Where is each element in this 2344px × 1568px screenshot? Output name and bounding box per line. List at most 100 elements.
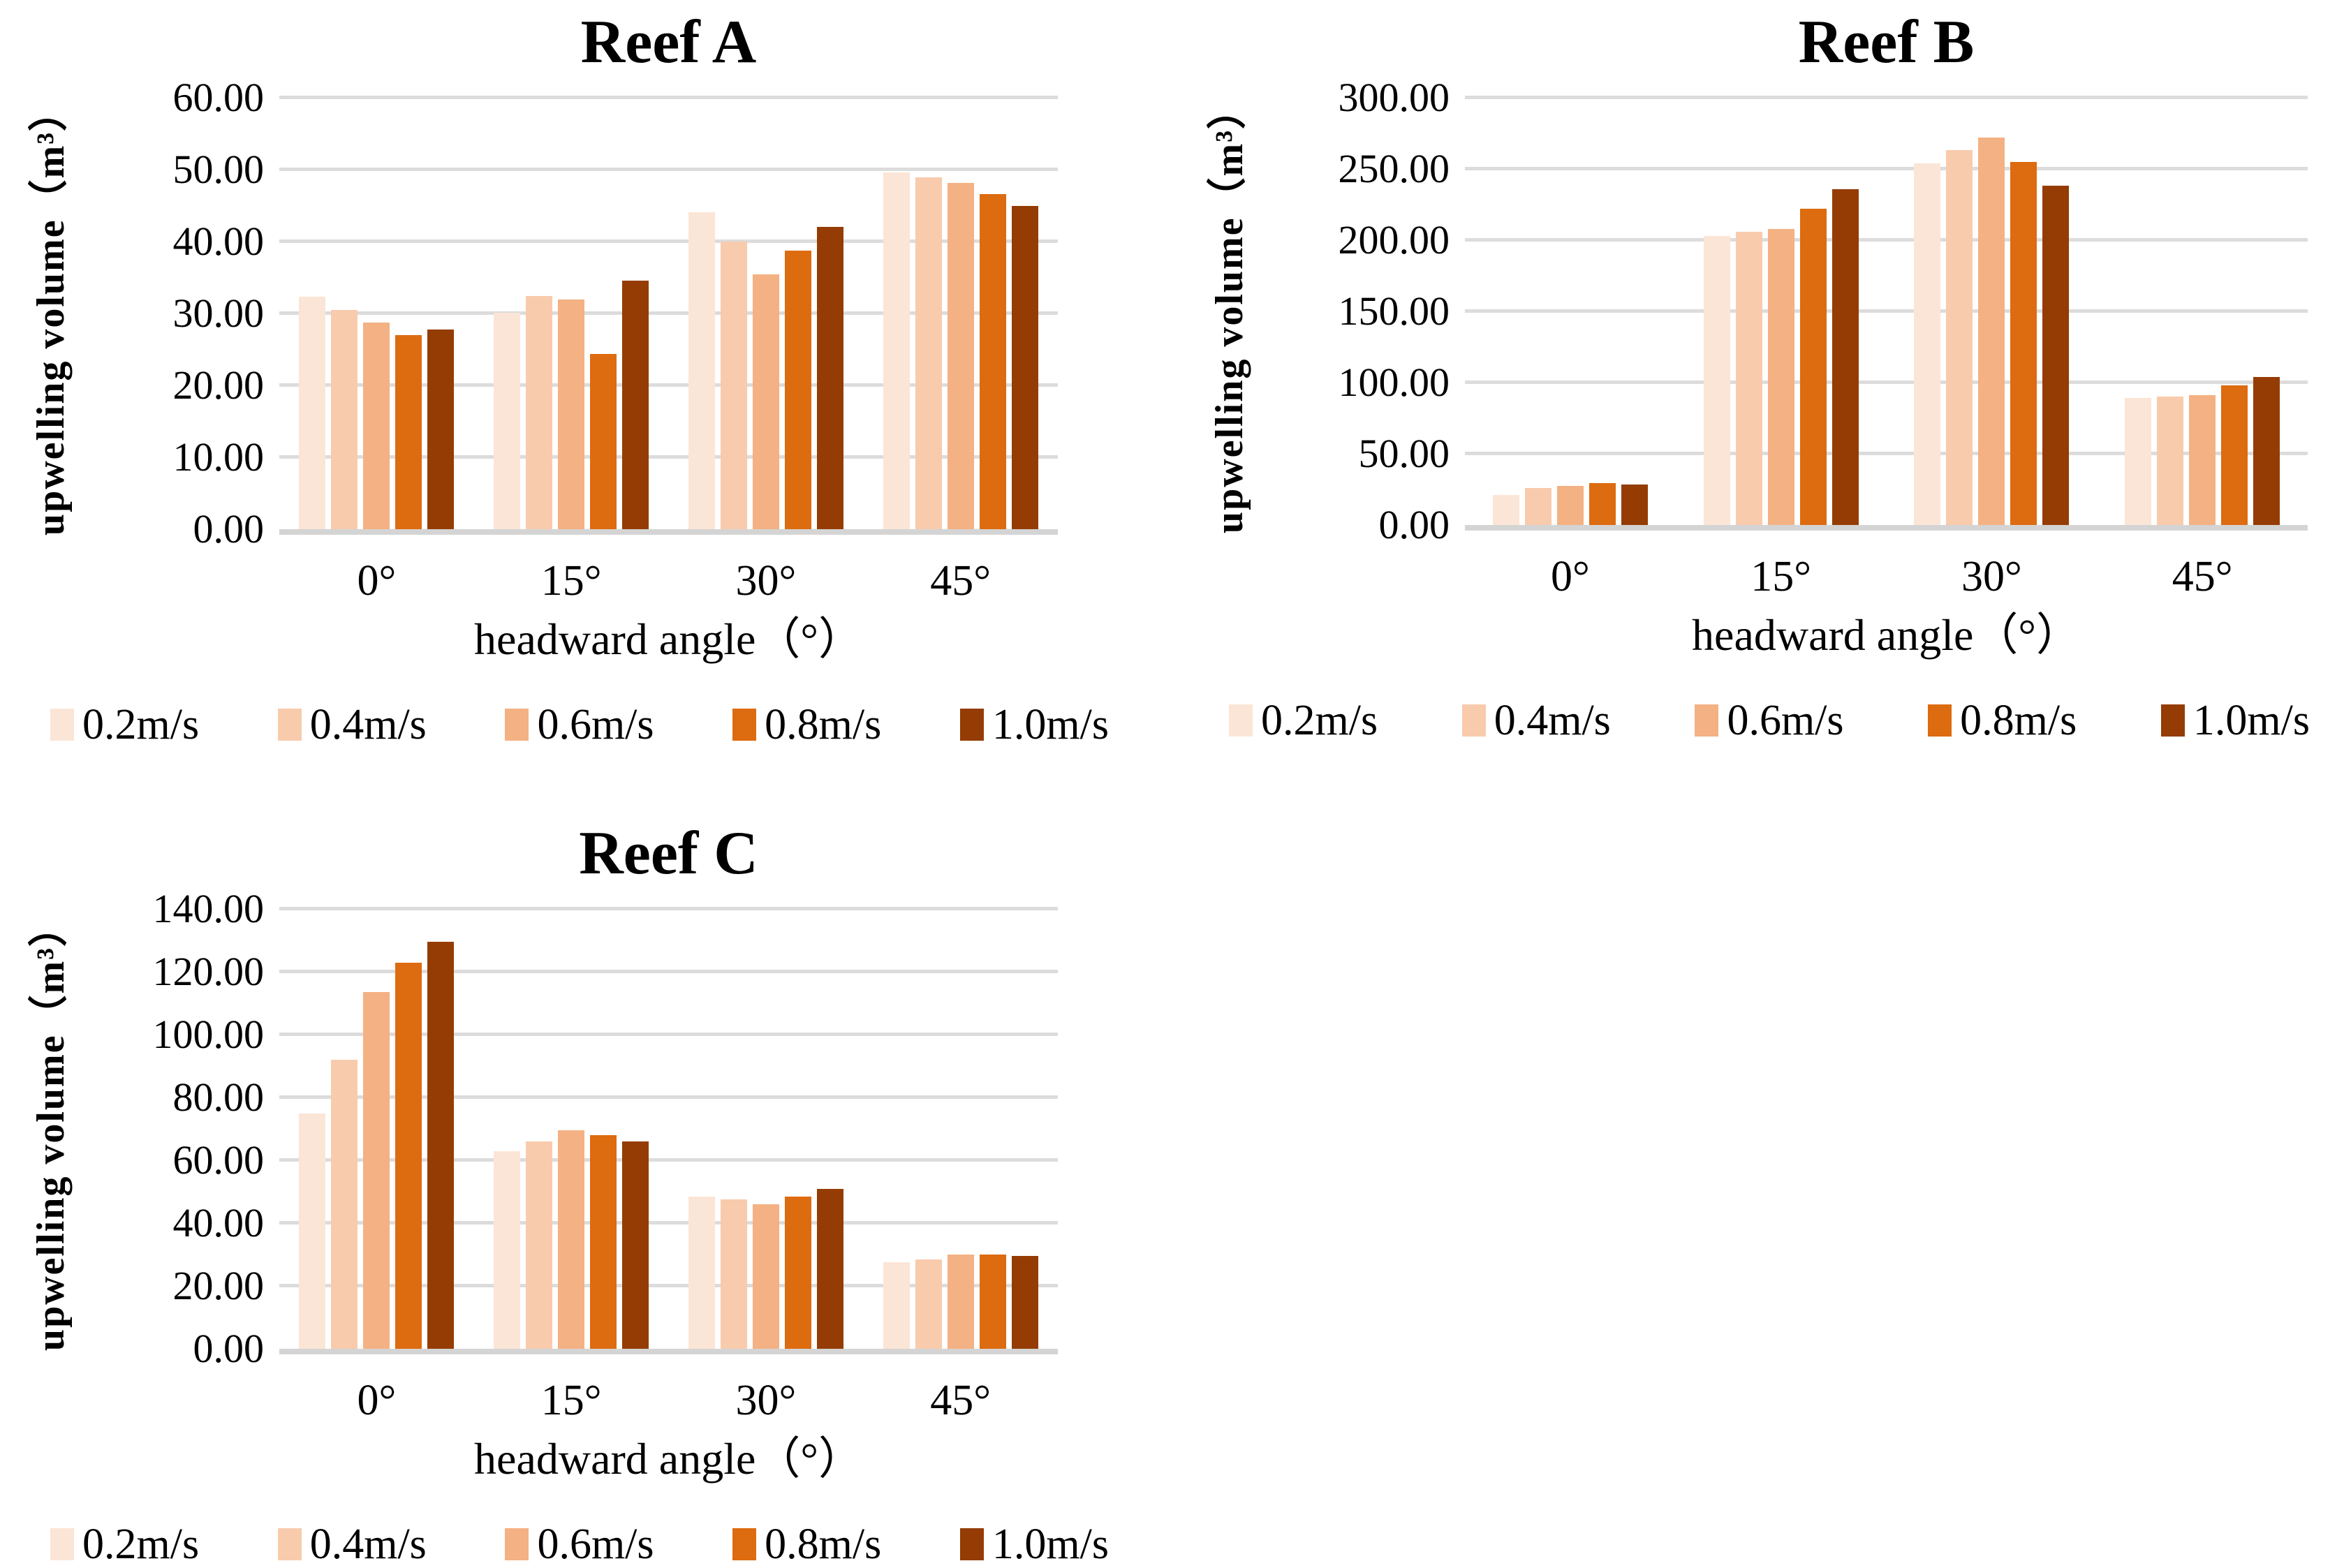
x-category-label: 45°	[930, 557, 992, 605]
bar	[2125, 398, 2152, 525]
bar	[752, 274, 779, 529]
y-axis-title: upwelling volume（m³）	[1200, 89, 1259, 533]
gridline	[279, 96, 1058, 99]
y-axis-title-text: upwelling volume（m³）	[1208, 89, 1251, 534]
y-tick-label: 40.00	[172, 1200, 265, 1245]
bar	[883, 1262, 910, 1349]
legend-item: 0.8m/s	[732, 701, 881, 748]
bar	[331, 1060, 358, 1349]
bar-group	[1887, 98, 2098, 525]
gridline	[1465, 309, 2308, 313]
y-axis-title: upwelling volume（m³）	[21, 91, 80, 535]
legend-item: 1.0m/s	[959, 1521, 1109, 1568]
gridline	[279, 1033, 1058, 1036]
bar-group	[279, 909, 474, 1349]
bar	[816, 227, 843, 529]
legend-item: 1.0m/s	[2160, 697, 2310, 744]
bar	[1492, 495, 1519, 525]
gridline	[279, 1284, 1058, 1287]
bar-group	[863, 909, 1058, 1349]
legend-swatch	[1695, 704, 1719, 737]
y-axis-title: upwelling volume（m³）	[21, 906, 80, 1351]
bar	[299, 297, 326, 529]
legend-item: 0.6m/s	[505, 1521, 654, 1568]
chart-body: upwelling volume（m³） 0.00 50.00 100.00 150.…	[1200, 75, 2339, 547]
y-tick-label: 100.00	[1338, 360, 1450, 405]
x-category-label: 15°	[540, 1377, 602, 1424]
legend-swatch	[505, 709, 529, 741]
y-axis-tick-labels: 0.00 10.00 20.00 30.00 40.00 50.00 60.00	[80, 75, 279, 552]
bar	[2221, 385, 2248, 525]
legend-item: 0.4m/s	[277, 1521, 427, 1568]
bar	[526, 296, 553, 529]
legend-label: 1.0m/s	[992, 701, 1109, 748]
legend-item: 0.4m/s	[1461, 697, 1611, 744]
bar	[363, 992, 390, 1349]
chart-title: Reef B	[1798, 8, 1975, 76]
bar	[494, 1151, 521, 1349]
y-tick-label: 30.00	[172, 290, 265, 336]
bar	[979, 194, 1006, 529]
legend-item: 0.8m/s	[1928, 697, 2077, 744]
y-tick-label: 300.00	[1338, 75, 1450, 120]
bar	[1524, 487, 1551, 525]
bar	[915, 1259, 942, 1349]
bar	[622, 1141, 649, 1349]
x-category-label: 45°	[2172, 553, 2233, 600]
bar-group	[474, 98, 669, 529]
y-tick-label: 50.00	[172, 147, 265, 192]
bar-group	[1465, 98, 1676, 525]
legend-label: 0.4m/s	[1494, 697, 1611, 744]
legend-item: 0.2m/s	[1229, 697, 1378, 744]
x-category-label: 0°	[357, 557, 397, 605]
gridline	[279, 970, 1058, 973]
bar	[2042, 186, 2070, 525]
bar	[947, 182, 974, 529]
x-category-label: 30°	[735, 557, 797, 605]
x-axis-title: headward angle（°）	[474, 1434, 863, 1484]
bar	[752, 1204, 779, 1349]
bar-group	[669, 98, 864, 529]
bar	[622, 280, 649, 529]
x-category-label: 30°	[735, 1377, 797, 1424]
bar	[784, 251, 811, 529]
bar	[1799, 209, 1827, 525]
y-tick-label: 40.00	[172, 219, 265, 264]
bar	[395, 962, 422, 1349]
legend-swatch	[2160, 704, 2185, 737]
x-category-label: 15°	[540, 557, 602, 605]
legend-swatch	[732, 1528, 757, 1560]
x-axis-line	[279, 1349, 1058, 1354]
x-axis-category-labels: 0° 15° 30° 45°	[279, 529, 1058, 605]
bar-group	[863, 98, 1058, 529]
y-tick-label: 150.00	[1338, 288, 1450, 334]
x-axis-category-labels: 0° 15° 30° 45°	[279, 1349, 1058, 1424]
y-tick-label: 0.00	[193, 506, 265, 552]
bar	[299, 1113, 326, 1349]
bar	[2157, 397, 2184, 525]
gridline	[1465, 238, 2308, 242]
bar	[915, 177, 942, 529]
legend-swatch	[1461, 704, 1486, 737]
bar-group	[1676, 98, 1887, 525]
bar	[816, 1188, 843, 1349]
bar	[494, 312, 521, 529]
legend-swatch	[959, 1528, 984, 1560]
plot-area	[279, 96, 1058, 535]
y-tick-label: 20.00	[172, 362, 265, 408]
legend-label: 0.2m/s	[82, 701, 200, 748]
y-axis-tick-labels: 0.00 20.00 40.00 60.00 80.00 100.00 120.00 140.…	[80, 887, 279, 1371]
legend-label: 0.8m/s	[765, 701, 882, 748]
gridline	[1465, 452, 2308, 455]
y-tick-label: 100.00	[152, 1012, 265, 1057]
bar	[1011, 1256, 1038, 1349]
legend-swatch	[1928, 704, 1952, 737]
legend: 0.2m/s 0.4m/s 0.6m/s 0.8m/s 1.0m/s	[21, 701, 1138, 748]
gridline	[279, 311, 1058, 315]
legend-item: 0.2m/s	[50, 1521, 199, 1568]
y-tick-label: 60.00	[172, 75, 265, 120]
legend-swatch	[732, 709, 757, 741]
y-tick-label: 200.00	[1338, 217, 1450, 262]
y-tick-label: 10.00	[172, 434, 265, 480]
